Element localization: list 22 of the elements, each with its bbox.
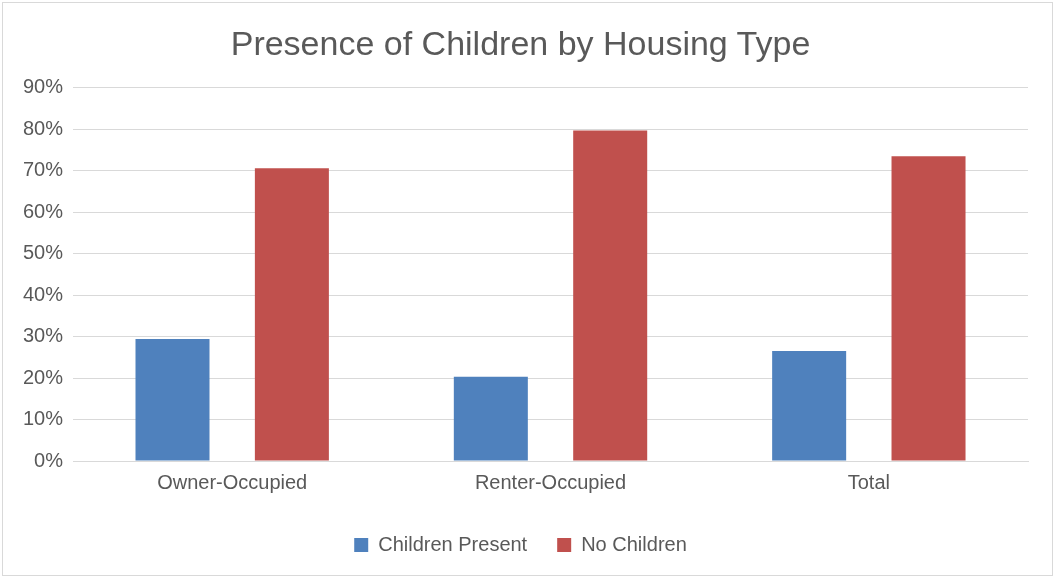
- chart-title: Presence of Children by Housing Type: [230, 23, 811, 62]
- bar: [573, 130, 648, 461]
- y-tick-label: 80%: [23, 116, 64, 139]
- x-tick-label: Renter-Occupied: [474, 470, 627, 493]
- y-tick-label: 60%: [23, 199, 64, 222]
- y-tick-label: 20%: [23, 365, 64, 388]
- y-tick-label: 0%: [34, 448, 64, 471]
- y-tick-label: 90%: [23, 75, 64, 98]
- legend-label: No Children: [581, 532, 687, 555]
- bar: [453, 376, 528, 461]
- x-tick-label: Total: [847, 470, 890, 493]
- y-tick-label: 10%: [23, 407, 64, 430]
- bar: [772, 351, 847, 461]
- x-tick-label: Owner-Occupied: [157, 470, 308, 493]
- legend-label: Children Present: [378, 532, 528, 555]
- bar: [891, 156, 966, 461]
- y-tick-label: 70%: [23, 158, 64, 181]
- y-tick-label: 50%: [23, 241, 64, 264]
- bar: [135, 339, 210, 461]
- bar: [254, 168, 329, 461]
- y-tick-label: 30%: [23, 324, 64, 347]
- y-tick-label: 40%: [23, 282, 64, 305]
